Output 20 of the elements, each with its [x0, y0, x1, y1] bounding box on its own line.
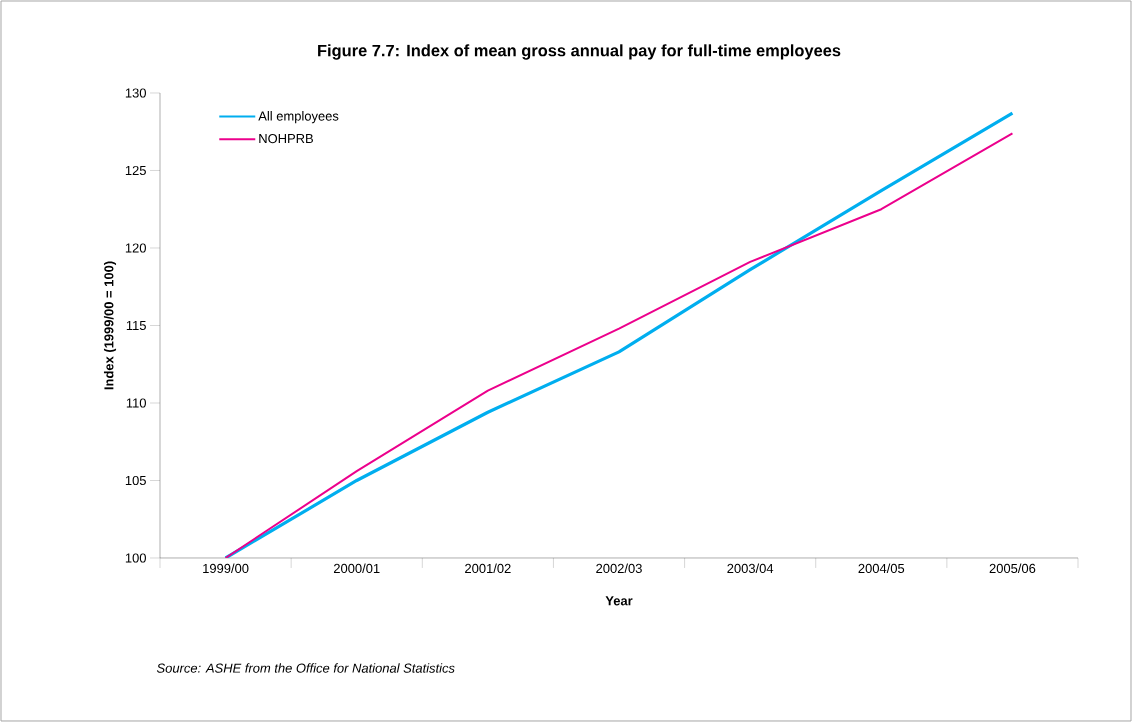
- x-tick-label: 2001/02: [465, 563, 511, 574]
- x-tick-label: 2005/06: [989, 563, 1036, 574]
- y-tick-label: 105: [125, 475, 146, 486]
- y-tick-label: 125: [125, 165, 146, 176]
- y-tick-label: 130: [125, 88, 146, 98]
- source-note: Source: ASHE from the Office for National Statistics: [156, 663, 455, 673]
- x-axis-title: Year: [605, 596, 633, 606]
- chart-title: Figure 7.7: Index of mean gross annual pay for full-time employees: [318, 44, 841, 60]
- y-tick-label: 110: [126, 398, 146, 408]
- y-tick-label: 120: [125, 243, 146, 253]
- legend-label: All employees: [258, 111, 339, 124]
- x-tick-label: 2003/04: [727, 563, 774, 574]
- y-tick-label: 115: [126, 320, 146, 330]
- x-tick-label: 2004/05: [858, 563, 905, 574]
- legend-label: NOHPRB: [259, 133, 313, 144]
- x-tick-label: 2002/03: [596, 563, 642, 574]
- y-tick-label: 100: [125, 553, 146, 563]
- y-axis-title: Index (1999/00 = 100): [103, 261, 117, 390]
- x-tick-label: 2000/01: [333, 563, 380, 574]
- x-tick-label: 1999/00: [203, 563, 249, 574]
